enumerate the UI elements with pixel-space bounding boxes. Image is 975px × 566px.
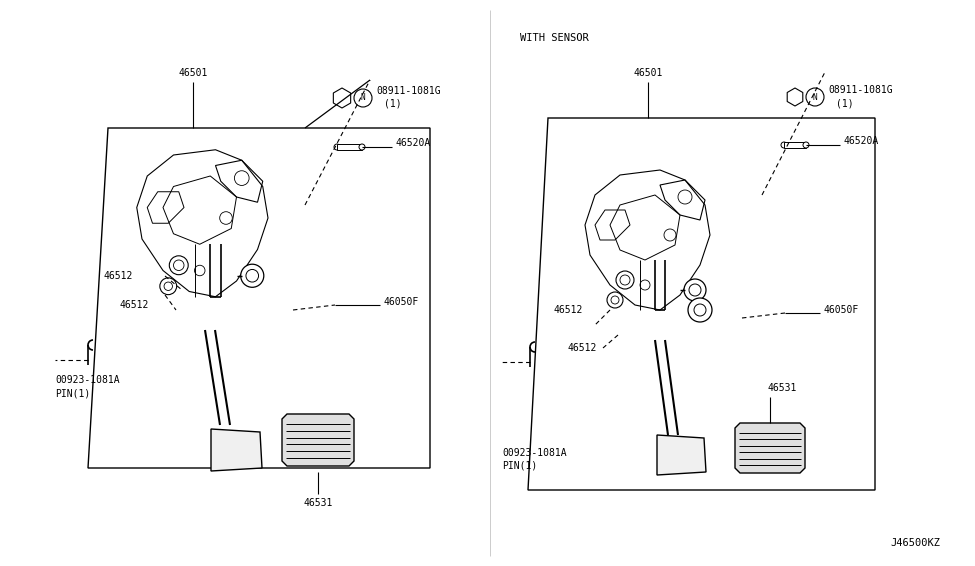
Circle shape: [234, 171, 249, 186]
Circle shape: [174, 260, 184, 271]
Circle shape: [334, 144, 340, 150]
Circle shape: [684, 279, 706, 301]
Polygon shape: [282, 414, 354, 466]
Circle shape: [219, 212, 232, 224]
Circle shape: [164, 282, 173, 290]
Text: 46512: 46512: [568, 343, 598, 353]
Text: PIN(1): PIN(1): [502, 461, 537, 471]
Circle shape: [611, 296, 619, 304]
Text: 08911-1081G: 08911-1081G: [828, 85, 893, 95]
Polygon shape: [784, 142, 806, 148]
Text: (1): (1): [836, 98, 854, 108]
Text: 46050F: 46050F: [383, 297, 418, 307]
Circle shape: [806, 88, 824, 106]
Text: 46512: 46512: [120, 300, 149, 310]
Circle shape: [678, 190, 692, 204]
Circle shape: [616, 271, 634, 289]
Text: N: N: [813, 92, 817, 101]
Text: N: N: [361, 93, 366, 102]
Polygon shape: [787, 88, 802, 106]
Polygon shape: [657, 435, 706, 475]
Text: 46501: 46501: [634, 68, 663, 78]
Text: 46501: 46501: [178, 68, 208, 78]
Circle shape: [694, 304, 706, 316]
Text: 46531: 46531: [768, 383, 798, 393]
Text: WITH SENSOR: WITH SENSOR: [520, 33, 589, 43]
Circle shape: [620, 275, 630, 285]
Polygon shape: [333, 88, 351, 108]
Text: 46512: 46512: [104, 271, 134, 281]
Circle shape: [607, 292, 623, 308]
Text: 08911-1081G: 08911-1081G: [376, 86, 441, 96]
Circle shape: [781, 142, 787, 148]
Circle shape: [688, 298, 712, 322]
Circle shape: [241, 264, 264, 288]
Circle shape: [160, 278, 176, 295]
Text: 00923-1081A: 00923-1081A: [502, 448, 566, 458]
Text: 46512: 46512: [553, 305, 582, 315]
Circle shape: [664, 229, 676, 241]
Circle shape: [359, 144, 365, 150]
Text: 00923-1081A: 00923-1081A: [55, 375, 120, 385]
Text: 46050F: 46050F: [823, 305, 858, 315]
Circle shape: [170, 256, 188, 275]
Circle shape: [246, 269, 258, 282]
Text: 46531: 46531: [303, 498, 332, 508]
Circle shape: [354, 89, 372, 107]
Text: 46520A: 46520A: [844, 136, 879, 146]
Text: 46520A: 46520A: [396, 138, 431, 148]
Circle shape: [640, 280, 650, 290]
Text: J46500KZ: J46500KZ: [890, 538, 940, 548]
Text: (1): (1): [384, 99, 402, 109]
Polygon shape: [337, 144, 362, 150]
Polygon shape: [735, 423, 805, 473]
Circle shape: [194, 265, 205, 276]
Text: PIN(1): PIN(1): [55, 388, 91, 398]
Circle shape: [689, 284, 701, 296]
Circle shape: [803, 142, 809, 148]
Polygon shape: [211, 429, 262, 471]
